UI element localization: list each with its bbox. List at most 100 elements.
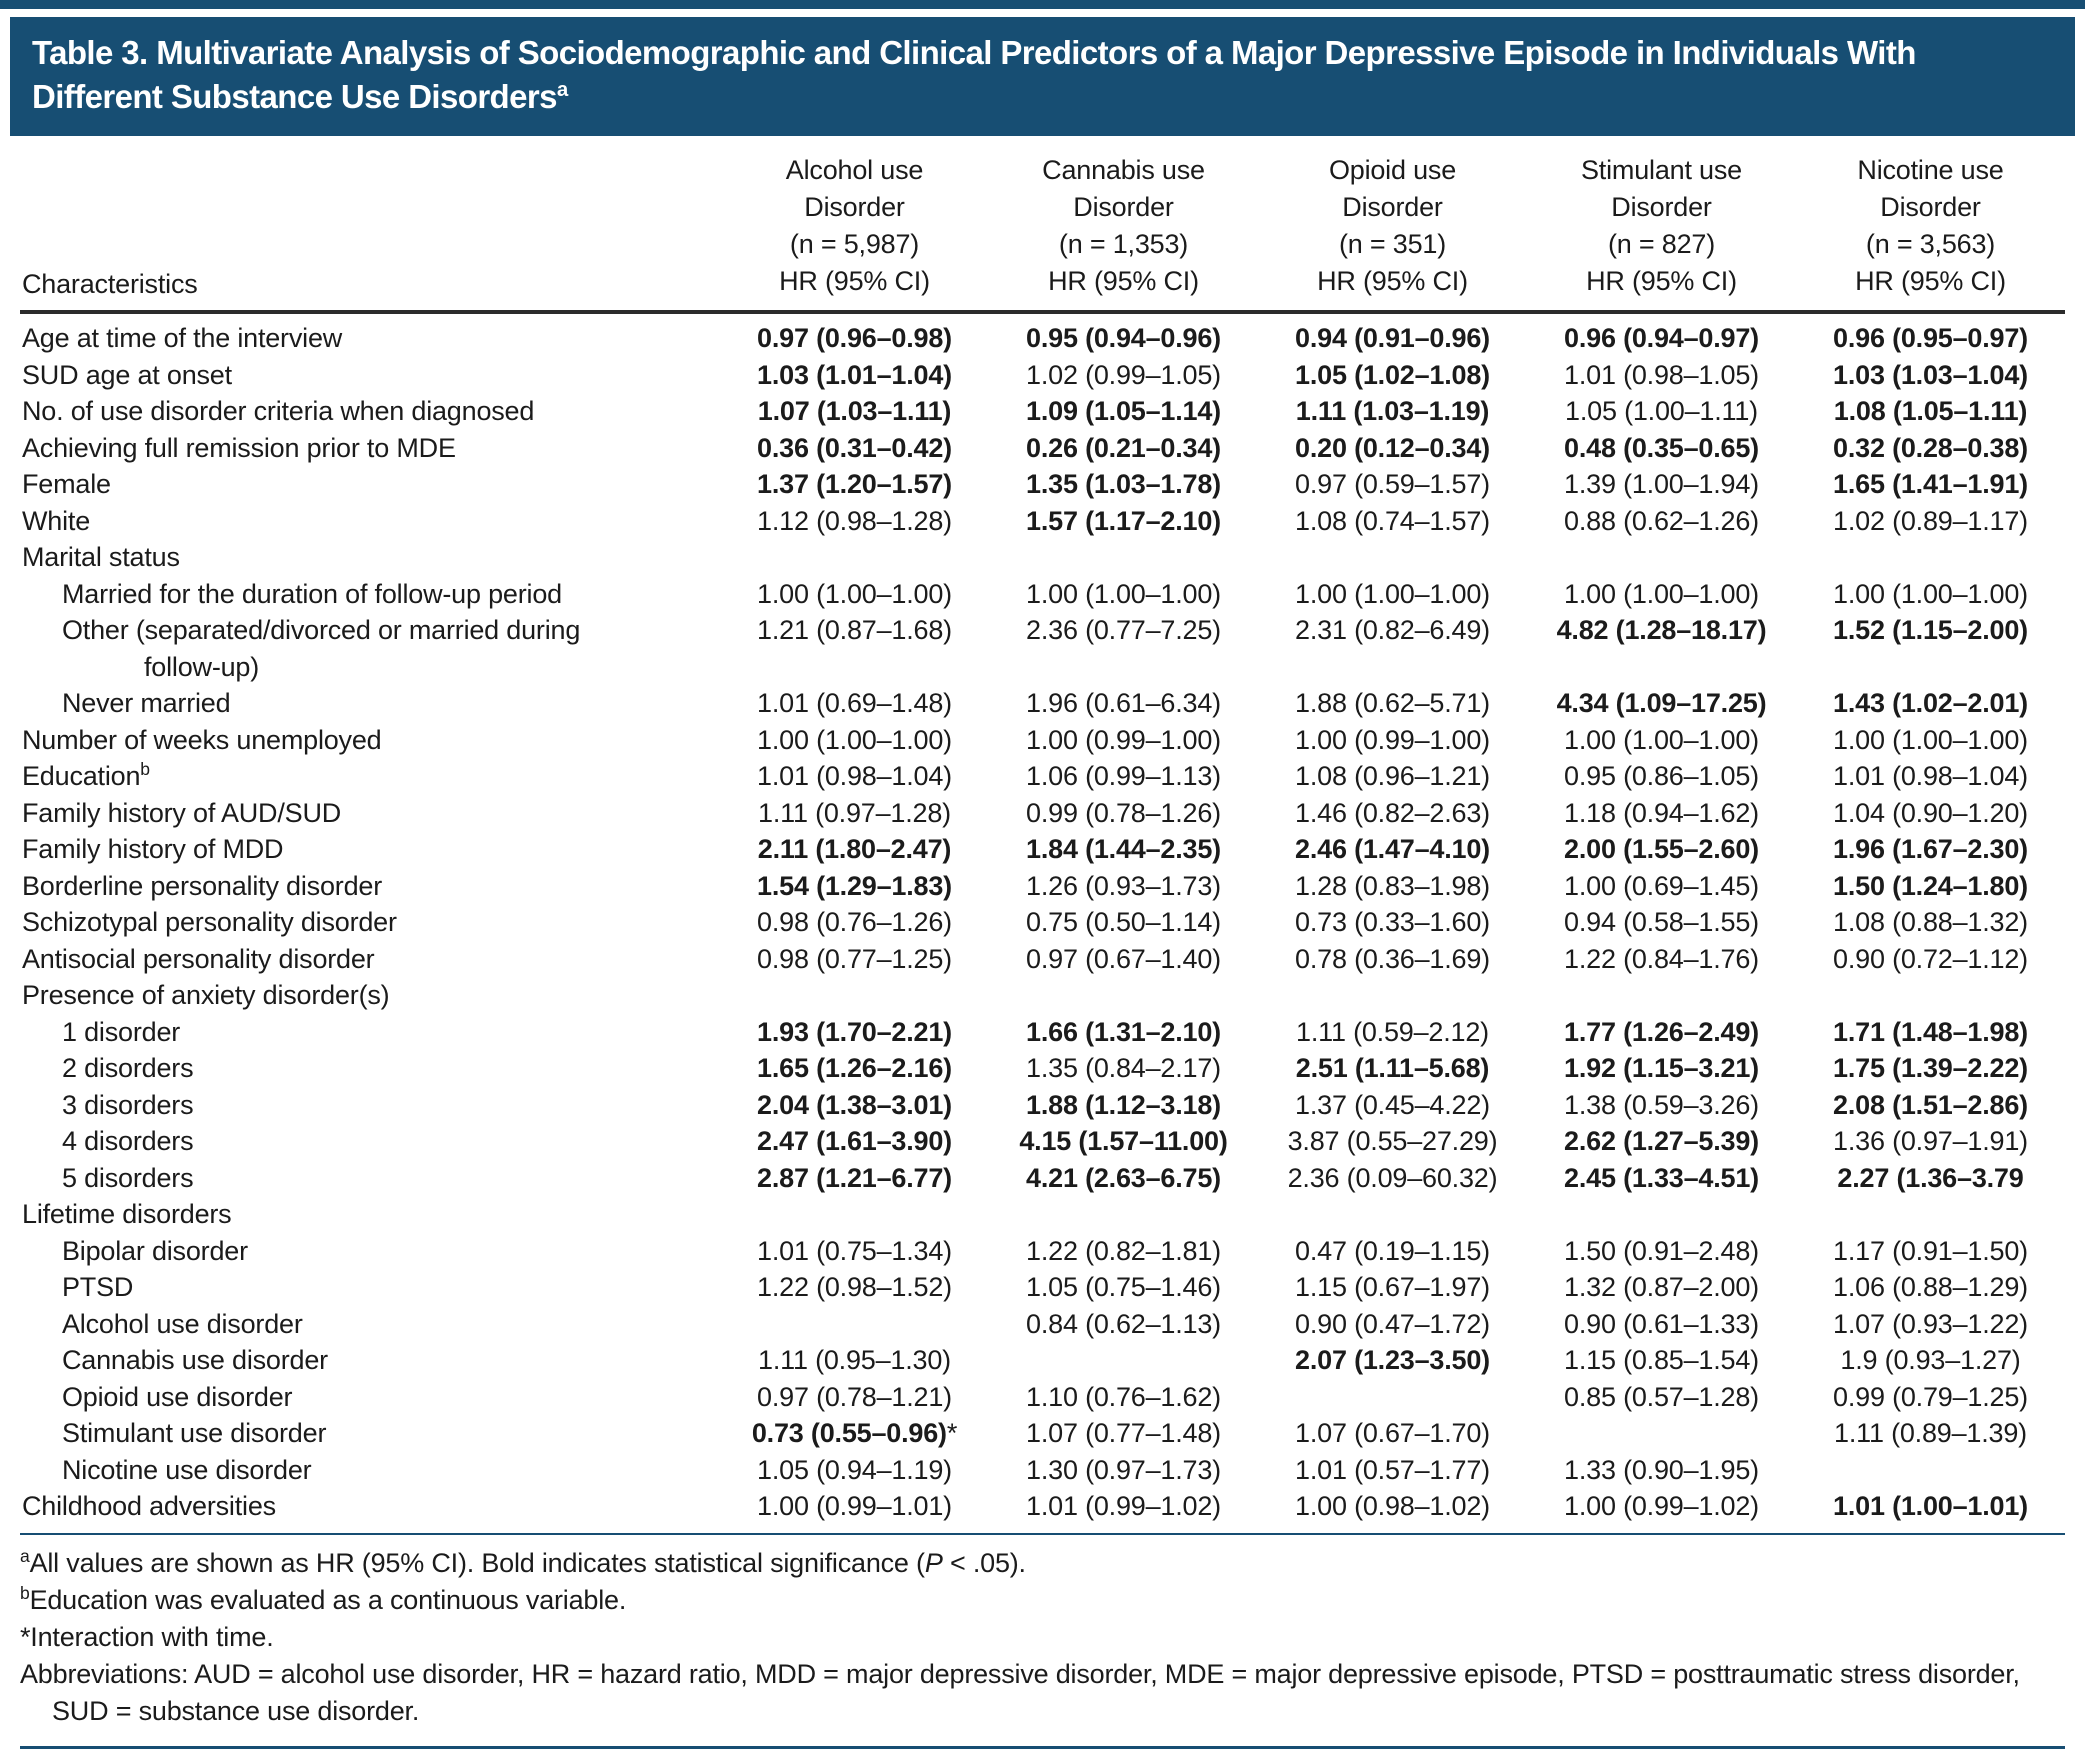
hr-ci-value: 1.92 (1.15–3.21) <box>1564 1053 1759 1084</box>
row-label-text: White <box>22 505 91 536</box>
hr-ci-cell: 1.01 (1.00–1.01) <box>1796 1488 2065 1525</box>
footnote-a: aAll values are shown as HR (95% CI). Bo… <box>20 1545 2065 1582</box>
hr-ci-value: 1.22 (0.84–1.76) <box>1564 943 1759 974</box>
hr-ci-value: 1.00 (1.00–1.00) <box>1833 578 2028 609</box>
hr-ci-value: 1.66 (1.31–2.10) <box>1026 1016 1221 1047</box>
page-bottom-rule <box>20 1745 2065 1749</box>
hr-ci-cell: 1.32 (0.87–2.00) <box>1527 1269 1796 1306</box>
hr-ci-cell: 0.90 (0.72–1.12) <box>1796 941 2065 978</box>
hr-ci-cell: 2.51 (1.11–5.68) <box>1258 1050 1527 1087</box>
hr-ci-cell: 2.46 (1.47–4.10) <box>1258 831 1527 868</box>
table-row: 3 disorders 2.04 (1.38–3.01) 1.88 (1.12–3.… <box>20 1087 2065 1124</box>
hr-ci-cell: 1.9 (0.93–1.27) <box>1796 1342 2065 1379</box>
row-label: PTSD <box>20 1269 720 1306</box>
hr-ci-value: 2.31 (0.82–6.49) <box>1295 615 1490 646</box>
hr-ci-value: 1.03 (1.01–1.04) <box>757 359 952 390</box>
hr-ci-cell: 1.65 (1.26–2.16) <box>720 1050 989 1087</box>
hr-ci-cell: 0.47 (0.19–1.15) <box>1258 1233 1527 1270</box>
row-label: Lifetime disorders <box>20 1196 720 1233</box>
row-label-text: Number of weeks unemployed <box>22 724 382 755</box>
hr-ci-cell: 1.04 (0.90–1.20) <box>1796 795 2065 832</box>
hr-ci-cell: 0.96 (0.95–0.97) <box>1796 320 2065 357</box>
column-measure: HR (95% CI) <box>1855 266 2006 297</box>
hr-ci-value: 1.54 (1.29–1.83) <box>757 870 952 901</box>
hr-ci-value: 1.12 (0.98–1.28) <box>757 505 952 536</box>
column-n: (n = 5,987) <box>789 229 920 260</box>
hr-ci-value: 1.93 (1.70–2.21) <box>757 1016 952 1047</box>
hr-ci-cell: 1.02 (0.89–1.17) <box>1796 503 2065 540</box>
hr-ci-value: 0.97 (0.78–1.21) <box>757 1381 952 1412</box>
hr-ci-value: 1.75 (1.39–2.22) <box>1833 1053 2028 1084</box>
hr-ci-value: 1.10 (0.76–1.62) <box>1026 1381 1221 1412</box>
hr-ci-value: 2.45 (1.33–4.51) <box>1564 1162 1759 1193</box>
row-label: Age at time of the interview <box>20 320 720 357</box>
hr-ci-cell: 0.90 (0.47–1.72) <box>1258 1306 1527 1343</box>
column-header-alcohol-use: Alcohol use Disorder (n = 5,987) HR (95% CI… <box>720 152 989 300</box>
row-label: Family history of MDD <box>20 831 720 868</box>
hr-ci-value: 1.01 (0.57–1.77) <box>1295 1454 1490 1485</box>
row-label-text: Education <box>22 761 141 792</box>
hr-ci-cell: 1.26 (0.93–1.73) <box>989 868 1258 905</box>
hr-ci-value: 0.78 (0.36–1.69) <box>1295 943 1490 974</box>
footnote-text: Abbreviations: AUD = alcohol use disorde… <box>20 1658 2020 1726</box>
hr-ci-value: 1.22 (0.98–1.52) <box>757 1272 952 1303</box>
interaction-asterisk: * <box>946 1418 958 1449</box>
hr-ci-value: 1.00 (0.98–1.02) <box>1295 1491 1490 1522</box>
row-label: Schizotypal personality disorder <box>20 904 720 941</box>
hr-ci-cell: 4.34 (1.09–17.25) <box>1527 685 1796 722</box>
hr-ci-value: 1.11 (0.89–1.39) <box>1834 1418 2027 1449</box>
hr-ci-value: 1.30 (0.97–1.73) <box>1026 1454 1221 1485</box>
row-label: Presence of anxiety disorder(s) <box>20 977 720 1014</box>
italic-p: P <box>924 1547 943 1578</box>
table-title-text: Table 3. Multivariate Analysis of Sociod… <box>32 34 1916 115</box>
hr-ci-value: 0.85 (0.57–1.28) <box>1564 1381 1759 1412</box>
row-label-text: 1 disorder <box>62 1016 181 1047</box>
table-bottom-rule <box>20 1532 2065 1535</box>
hr-ci-value: 1.00 (0.99–1.00) <box>1295 724 1490 755</box>
hr-ci-value: 1.00 (1.00–1.00) <box>757 724 952 755</box>
hr-ci-value: 1.06 (0.99–1.13) <box>1026 761 1221 792</box>
row-label-text: Bipolar disorder <box>62 1235 248 1266</box>
table-section-row: Presence of anxiety disorder(s) <box>20 977 2065 1014</box>
hr-ci-cell: 1.07 (0.77–1.48) <box>989 1415 1258 1452</box>
hr-ci-value: 1.84 (1.44–2.35) <box>1026 834 1221 865</box>
hr-ci-value: 1.28 (0.83–1.98) <box>1295 870 1490 901</box>
table-row: 2 disorders 1.65 (1.26–2.16) 1.35 (0.84–2.… <box>20 1050 2065 1087</box>
hr-ci-value: 1.07 (0.77–1.48) <box>1026 1418 1221 1449</box>
hr-ci-value: 2.27 (1.36–3.79 <box>1837 1162 2024 1193</box>
hr-ci-value: 4.15 (1.57–11.00) <box>1019 1126 1228 1157</box>
hr-ci-cell: 0.85 (0.57–1.28) <box>1527 1379 1796 1416</box>
hr-ci-cell: 1.36 (0.97–1.91) <box>1796 1123 2065 1160</box>
hr-ci-cell: 1.07 (0.67–1.70) <box>1258 1415 1527 1452</box>
row-label-text: Marital status <box>22 542 180 573</box>
hr-ci-value: 1.00 (0.99–1.00) <box>1026 724 1221 755</box>
hr-ci-cell: 2.08 (1.51–2.86) <box>1796 1087 2065 1124</box>
table: Characteristics Alcohol use Disorder (n = … <box>0 136 2085 1525</box>
hr-ci-cell: 1.11 (1.03–1.19) <box>1258 393 1527 430</box>
hr-ci-value: 1.11 (0.59–2.12) <box>1296 1016 1489 1047</box>
hr-ci-value: 1.57 (1.17–2.10) <box>1026 505 1221 536</box>
hr-ci-value: 1.01 (0.75–1.34) <box>757 1235 952 1266</box>
hr-ci-cell: 1.50 (1.24–1.80) <box>1796 868 2065 905</box>
row-label: 2 disorders <box>20 1050 720 1087</box>
hr-ci-value: 1.00 (0.99–1.02) <box>1564 1491 1759 1522</box>
hr-ci-cell: 1.57 (1.17–2.10) <box>989 503 1258 540</box>
hr-ci-cell: 1.33 (0.90–1.95) <box>1527 1452 1796 1489</box>
row-label: Educationb <box>20 758 720 795</box>
hr-ci-cell: 1.28 (0.83–1.98) <box>1258 868 1527 905</box>
hr-ci-cell: 0.98 (0.77–1.25) <box>720 941 989 978</box>
hr-ci-cell: 4.82 (1.28–18.17) <box>1527 612 1796 649</box>
hr-ci-value: 0.88 (0.62–1.26) <box>1564 505 1759 536</box>
row-label: Opioid use disorder <box>20 1379 720 1416</box>
hr-ci-value: 1.88 (0.62–5.71) <box>1295 688 1490 719</box>
hr-ci-cell: 1.07 (0.93–1.22) <box>1796 1306 2065 1343</box>
hr-ci-cell: 2.04 (1.38–3.01) <box>720 1087 989 1124</box>
hr-ci-value: 1.01 (0.69–1.48) <box>757 688 952 719</box>
hr-ci-value: 1.21 (0.87–1.68) <box>757 615 952 646</box>
hr-ci-value: 1.37 (0.45–4.22) <box>1295 1089 1490 1120</box>
table-row: Educationb 1.01 (0.98–1.04) 1.06 (0.99–1.1… <box>20 758 2065 795</box>
row-label-text: Opioid use disorder <box>62 1381 293 1412</box>
hr-ci-cell: 0.95 (0.94–0.96) <box>989 320 1258 357</box>
hr-ci-cell: 1.01 (0.98–1.04) <box>1796 758 2065 795</box>
